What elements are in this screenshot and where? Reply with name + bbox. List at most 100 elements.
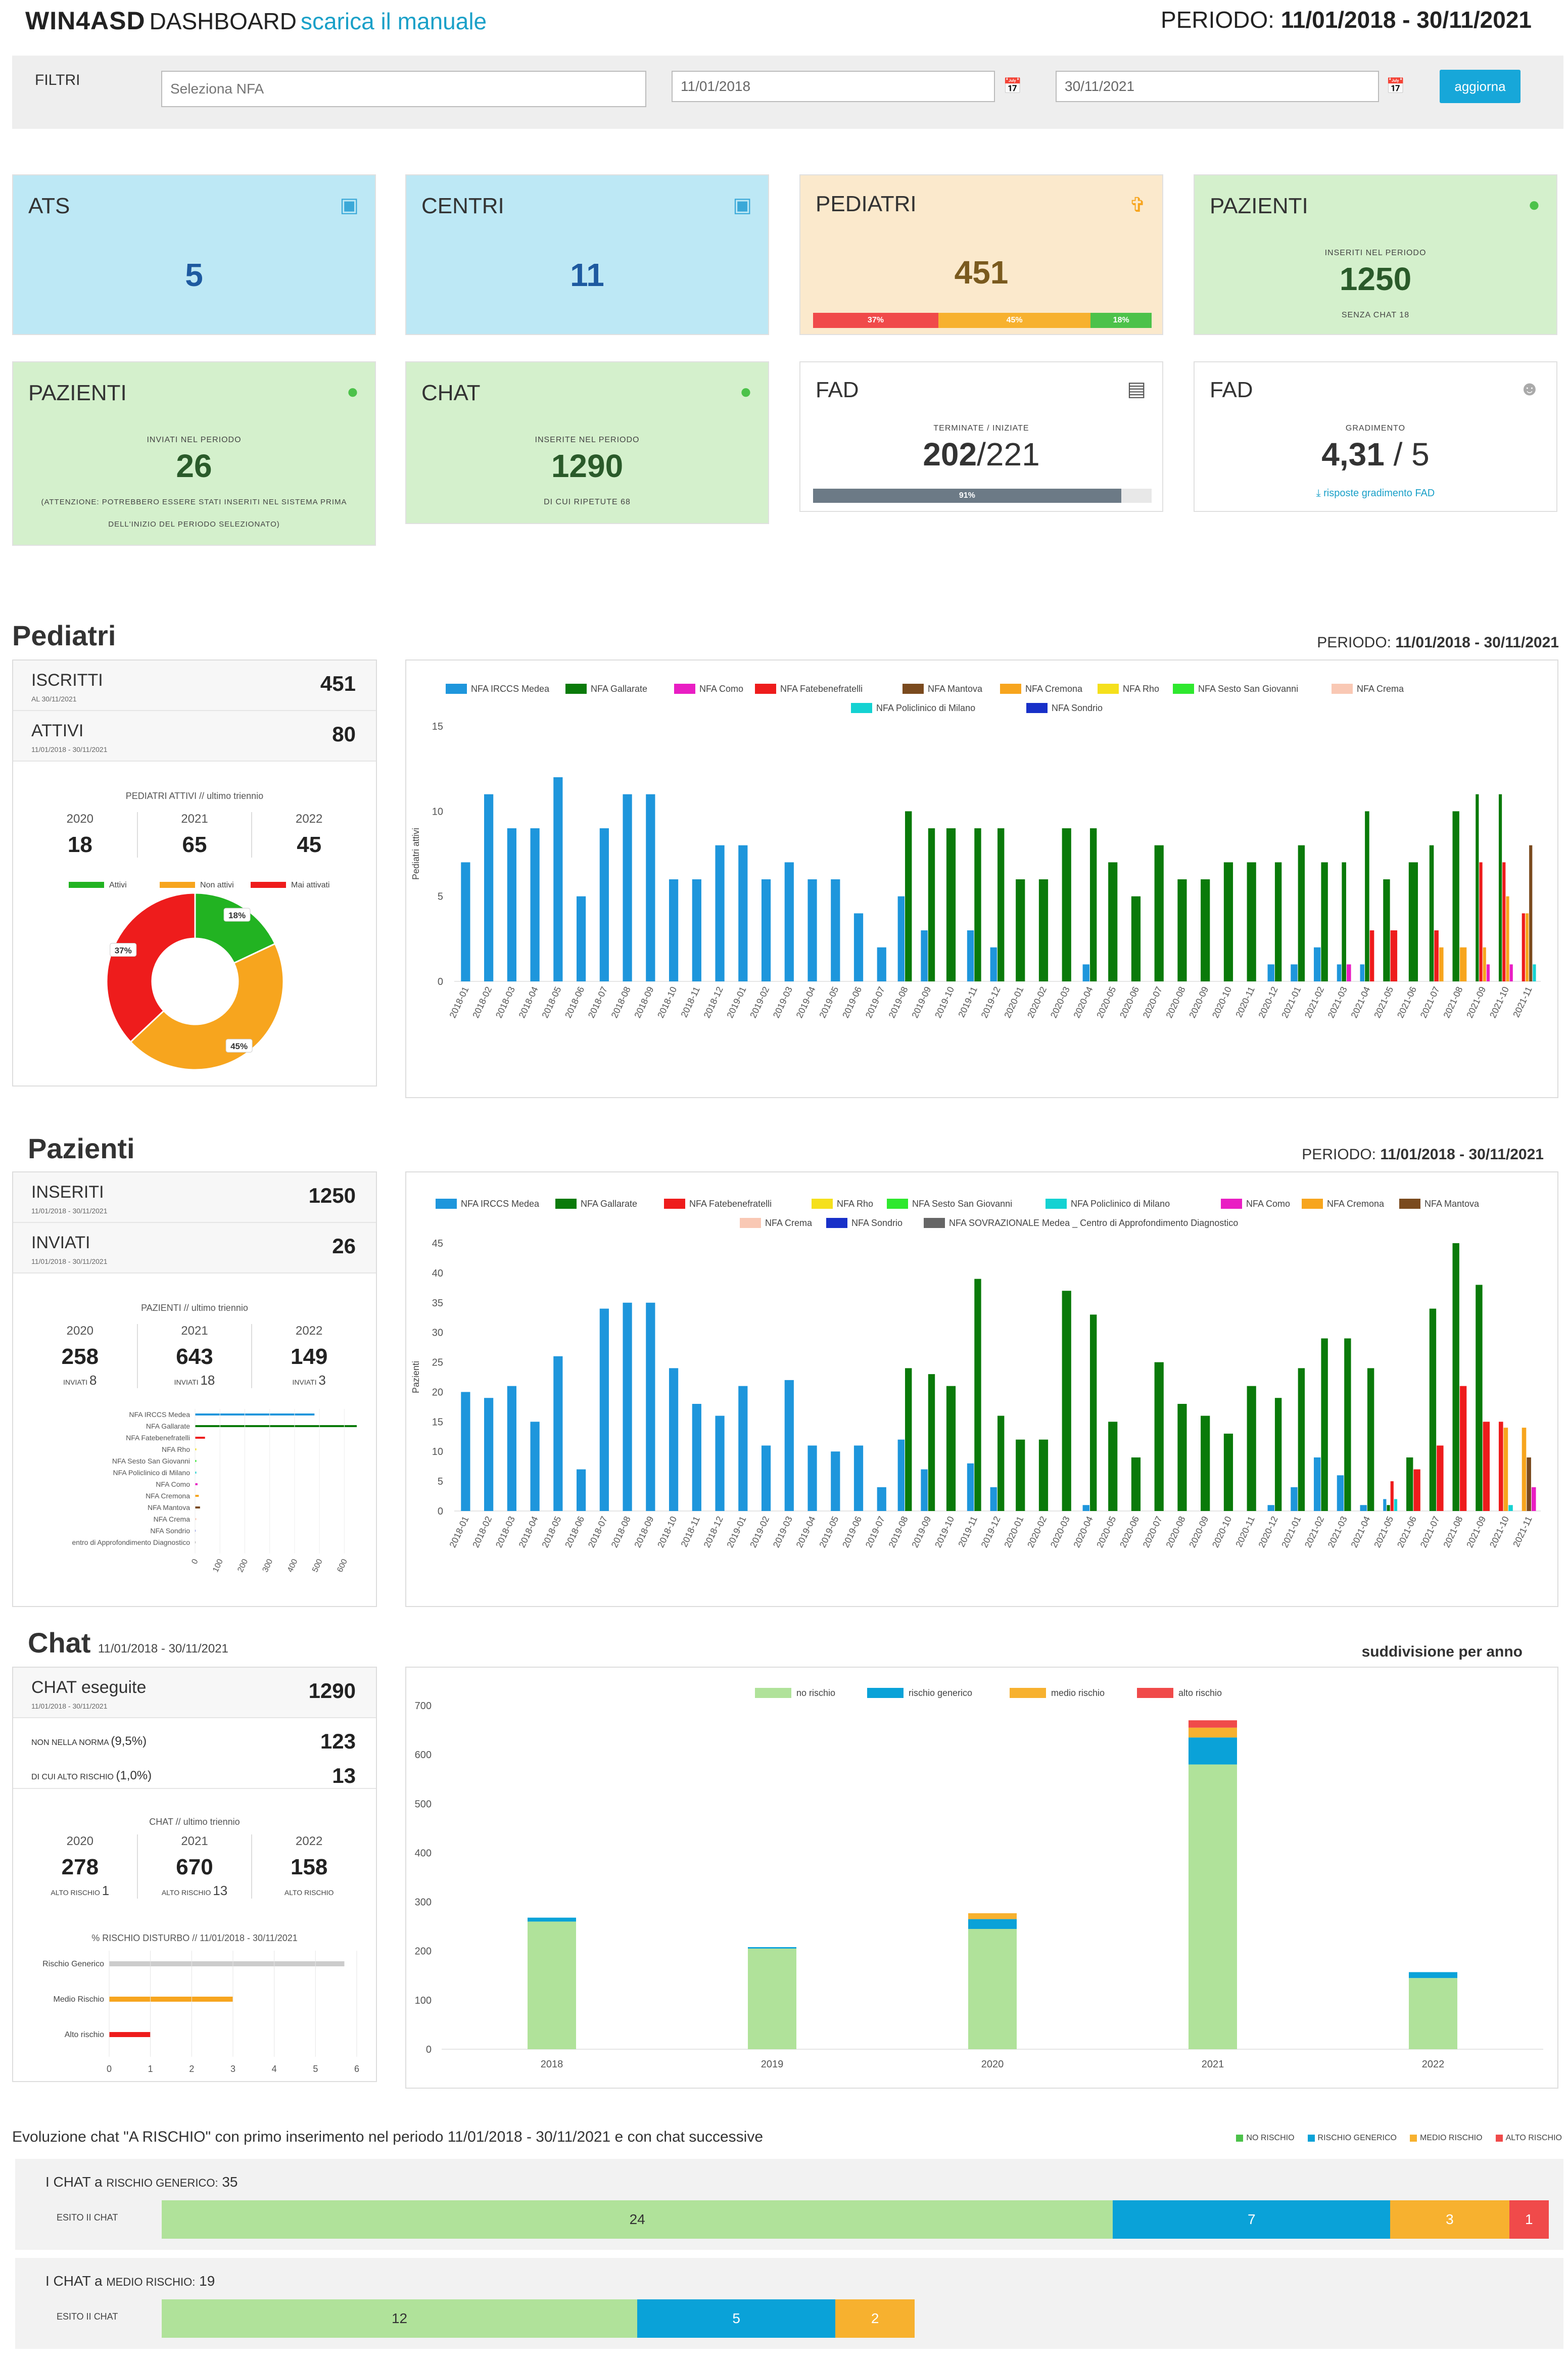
- x-tick-label: 2018-03: [494, 1515, 517, 1549]
- bar: [1383, 1499, 1387, 1511]
- y-tick-label: 400: [415, 1848, 432, 1859]
- stat-value: 1250: [308, 1184, 356, 1207]
- card-title: PEDIATRI: [816, 192, 917, 216]
- stacked-bar-segment: [968, 1929, 1017, 2049]
- legend-label: NFA Sondrio: [851, 1218, 902, 1228]
- pediatri-title: Pediatri: [12, 620, 116, 651]
- risk-header: % RISCHIO DISTURBO // 11/01/2018 - 30/11…: [91, 1933, 298, 1943]
- bar: [831, 1451, 840, 1511]
- download-icon[interactable]: ⤓: [1316, 488, 1321, 499]
- legend-label: NFA Policlinico di Milano: [876, 703, 975, 713]
- date-to-input[interactable]: [1056, 71, 1379, 102]
- legend-label: Non attivi: [200, 881, 234, 889]
- hbar: [195, 1448, 197, 1450]
- fad-feedback-link[interactable]: risposte gradimento FAD: [1323, 488, 1435, 499]
- hbar-label: NFA IRCCS Medea: [129, 1410, 190, 1419]
- x-tick-label: 2020-06: [1118, 985, 1141, 1019]
- update-button[interactable]: aggiorna: [1440, 70, 1521, 103]
- x-tick-label: 2019-05: [817, 1515, 840, 1549]
- bar: [1131, 1457, 1141, 1511]
- building-icon: ▣: [340, 194, 359, 216]
- x-tick-label: 2020-03: [1049, 1515, 1072, 1549]
- pediatri-card: PEDIATRI ✞ 451 37% 45% 18%: [799, 174, 1163, 335]
- year-value: 158: [290, 1855, 328, 1879]
- bar: [1131, 896, 1141, 981]
- year-label: 2022: [295, 1324, 323, 1338]
- card-subtitle: TERMINATE / INIZIATE: [933, 424, 1029, 433]
- x-tick-label: 2020-12: [1257, 1515, 1280, 1549]
- year-value: 65: [182, 832, 207, 857]
- x-tick-label: 2019-08: [887, 1515, 910, 1549]
- fad-progress-fill: 91%: [813, 489, 1121, 503]
- calendar-icon[interactable]: 📅: [1003, 77, 1022, 95]
- y-tick-label: 600: [415, 1750, 432, 1761]
- legend-label: NFA Mantova: [928, 684, 983, 694]
- y-tick-label: 20: [432, 1387, 443, 1398]
- legend-label: NFA Fatebenefratelli: [689, 1199, 772, 1209]
- legend-swatch: [1332, 684, 1353, 694]
- bar: [576, 1469, 586, 1511]
- smiley-icon: ☻: [1518, 377, 1540, 400]
- fad-gradimento-card: FAD ☻ GRADIMENTO 4,31 / 5 ⤓ risposte gra…: [1194, 361, 1557, 512]
- hbar: [195, 1483, 198, 1485]
- legend-swatch: [887, 1199, 908, 1209]
- stacked-bar-segment: [1409, 1972, 1457, 1978]
- card-subtitle: INSERITE NEL PERIODO: [535, 436, 640, 444]
- child-icon: ●: [1528, 194, 1540, 216]
- legend-label: NFA Sesto San Giovanni: [1198, 684, 1298, 694]
- x-tick-label: 2020-01: [1002, 1515, 1025, 1549]
- bar: [1267, 964, 1274, 981]
- x-tick-label: 2020-05: [1095, 1515, 1118, 1549]
- legend-swatch: [160, 882, 195, 888]
- x-tick-label: 2021-11: [1511, 1515, 1534, 1548]
- bar: [921, 1469, 928, 1511]
- evolution-segment: 7: [1113, 2200, 1391, 2239]
- bar: [461, 862, 470, 981]
- x-tick-label: 2020-12: [1257, 985, 1280, 1019]
- legend-label: NFA Rho: [837, 1199, 873, 1209]
- risk-tick: 1: [148, 2064, 153, 2074]
- bar: [1498, 794, 1502, 981]
- chat-title: Chat: [28, 1627, 91, 1659]
- period-label: PERIODO:: [1161, 7, 1274, 33]
- x-tick-label: 2019-07: [864, 985, 887, 1019]
- stat-label: INSERITI: [31, 1183, 104, 1202]
- chat-stats-panel: CHAT eseguite 11/01/2018 - 30/11/2021 12…: [12, 1667, 377, 2082]
- bar: [1038, 1439, 1049, 1511]
- stacked-bar-segment: [748, 1947, 796, 1949]
- y-tick-label: 5: [438, 1476, 443, 1487]
- year-sub-value: 13: [213, 1883, 228, 1898]
- nfa-select[interactable]: [161, 71, 646, 107]
- x-tick-label: 2020-07: [1141, 985, 1164, 1019]
- card-value: 202: [923, 436, 977, 473]
- x-tick-label: 2020-10: [1210, 1515, 1233, 1549]
- legend-swatch: [1173, 684, 1194, 694]
- calendar-icon[interactable]: 📅: [1386, 77, 1405, 95]
- manual-link[interactable]: scarica il manuale: [300, 8, 487, 34]
- building-icon: ▣: [733, 194, 752, 216]
- x-tick-label: 2019: [761, 2059, 784, 2070]
- evolution-segment: 12: [162, 2299, 638, 2338]
- evolution-legend-item: ALTO RISCHIO: [1495, 2134, 1562, 2143]
- bar: [1337, 964, 1342, 981]
- legend-label: alto rischio: [1178, 1688, 1222, 1698]
- legend-swatch: [1307, 2134, 1315, 2142]
- legend-swatch: [1399, 1199, 1420, 1209]
- year-label: 2021: [181, 1834, 208, 1848]
- x-tick-label: 2018-12: [702, 985, 725, 1019]
- bar: [1437, 1445, 1444, 1511]
- x-tick-label: 2022: [1422, 2059, 1445, 2070]
- chat-heading: Chat 11/01/2018 - 30/11/2021: [28, 1626, 228, 1659]
- bar: [1522, 1428, 1527, 1511]
- stacked-bar-segment: [968, 1919, 1017, 1929]
- year-sub-label: ALTO RISCHIO: [284, 1889, 334, 1897]
- bar: [1459, 1386, 1467, 1511]
- x-tick-label: 2019-10: [933, 1515, 956, 1549]
- legend-swatch: [867, 1688, 904, 1698]
- filters-bar: FILTRI 📅 📅 aggiorna: [12, 56, 1563, 129]
- year-value: 670: [176, 1855, 213, 1879]
- legend-swatch: [1236, 2134, 1244, 2142]
- date-from-input[interactable]: [672, 71, 995, 102]
- x-tick-label: 2020-03: [1049, 985, 1072, 1019]
- risk-bar: [109, 1997, 233, 2002]
